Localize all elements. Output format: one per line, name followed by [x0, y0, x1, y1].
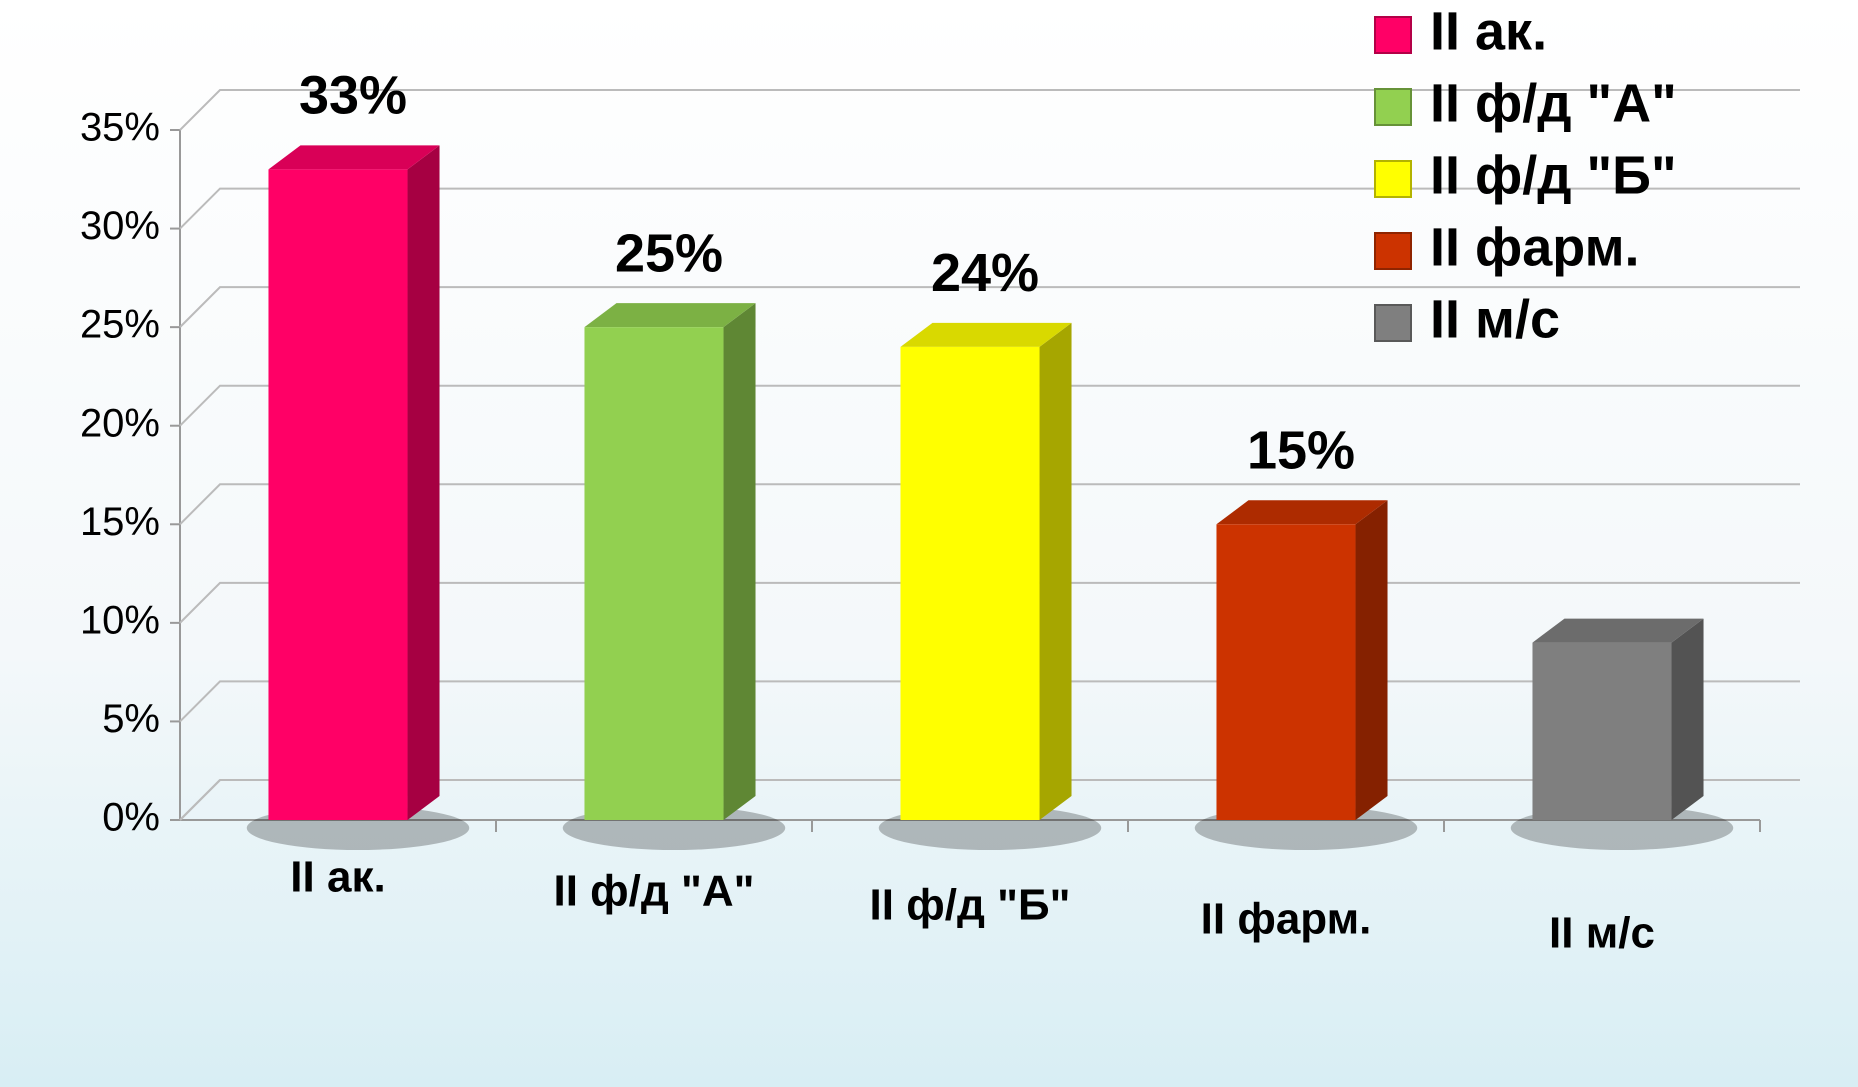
legend-swatch — [1374, 232, 1412, 270]
bar-side — [407, 145, 440, 820]
y-tick-label: 35% — [80, 106, 160, 150]
bar-top — [584, 303, 756, 328]
x-tick-label: II фарм. — [1201, 895, 1372, 944]
y-tick-label: 10% — [80, 598, 160, 642]
grid-line — [179, 384, 1800, 427]
x-tick-label: II ф/д "А" — [553, 867, 754, 916]
legend-swatch — [1374, 16, 1412, 54]
bar-top — [268, 145, 440, 170]
legend-swatch — [1374, 88, 1412, 126]
bar-side — [1039, 322, 1072, 820]
x-tick-label: II м/с — [1549, 909, 1655, 958]
bar-side — [1671, 618, 1704, 820]
y-tick-label: 0% — [102, 796, 160, 840]
y-tick-label: 15% — [80, 500, 160, 544]
bar-top — [1532, 618, 1704, 643]
legend-label: II м/с — [1430, 289, 1560, 349]
y-tick-label: 30% — [80, 204, 160, 248]
value-label: 33% — [299, 66, 407, 126]
y-tick-label: 5% — [102, 697, 160, 741]
grid-line — [179, 89, 1800, 131]
x-tick-label: II ф/д "Б" — [870, 881, 1071, 930]
legend-swatch — [1374, 160, 1412, 198]
bar-top — [900, 322, 1072, 347]
grid-line — [179, 187, 1800, 230]
bar-top — [1216, 500, 1388, 525]
bar — [268, 169, 408, 820]
bar — [1532, 642, 1672, 820]
grid-line — [179, 483, 1800, 525]
legend-label: II фарм. — [1430, 217, 1640, 277]
value-label: 15% — [1247, 421, 1355, 481]
bar — [900, 346, 1040, 820]
bar-side — [723, 303, 756, 821]
y-tick-label: 20% — [80, 401, 160, 445]
legend-swatch — [1374, 304, 1412, 342]
legend-label: II ф/д "Б" — [1430, 145, 1677, 205]
bar — [584, 327, 724, 820]
x-tick-label: II ак. — [290, 853, 385, 902]
legend-label: II ф/д "А" — [1430, 73, 1677, 133]
value-label: 24% — [931, 243, 1039, 303]
y-tick-label: 25% — [80, 303, 160, 347]
bar-side — [1355, 500, 1388, 820]
bar — [1216, 524, 1356, 820]
value-label: 25% — [615, 223, 723, 283]
legend-label: II ак. — [1430, 1, 1547, 61]
grid-line — [179, 286, 1800, 328]
